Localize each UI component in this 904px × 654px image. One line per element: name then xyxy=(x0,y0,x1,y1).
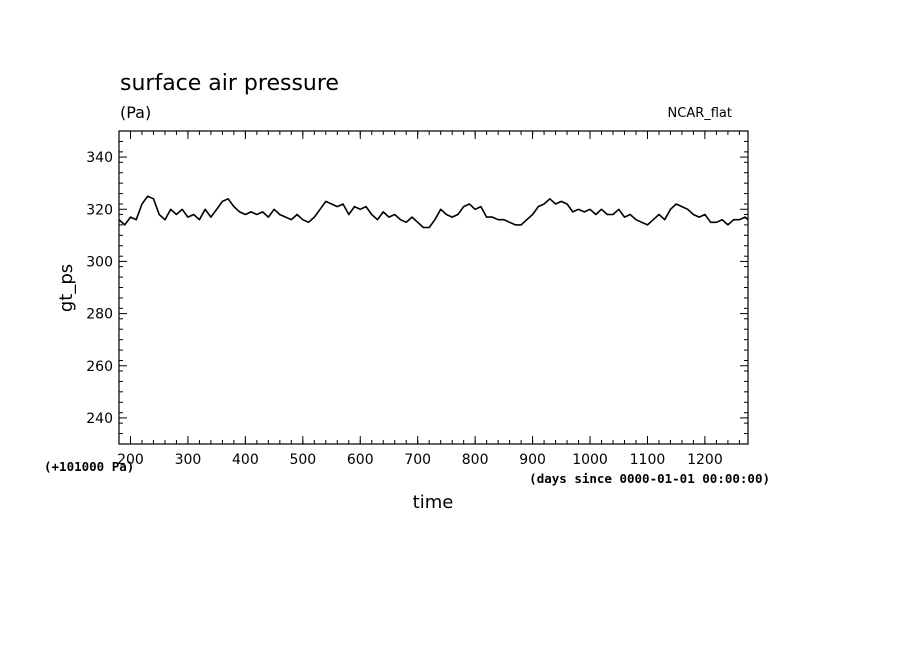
x-tick-label: 200 xyxy=(117,452,144,468)
x-axis-label: time xyxy=(413,492,454,513)
y-tick-labels: 240 260 280 300 320 340 xyxy=(86,150,113,427)
x-unit-note: (days since 0000-01-01 00:00:00) xyxy=(529,471,770,486)
y-tick-label: 240 xyxy=(86,411,113,427)
x-tick-labels: 200 300 400 500 600 700 800 900 1000 1100 1200 xyxy=(117,452,723,468)
y-tick-label: 260 xyxy=(86,359,113,375)
y-tick-label: 320 xyxy=(86,202,113,218)
x-tick-label: 800 xyxy=(462,452,489,468)
model-tag: NCAR_flat xyxy=(668,106,732,121)
y-axis xyxy=(119,130,748,445)
plot-frame xyxy=(118,130,749,445)
x-axis xyxy=(118,131,740,444)
series-line xyxy=(118,195,749,229)
x-tick-label: 700 xyxy=(404,452,431,468)
y-tick-label: 280 xyxy=(86,307,113,323)
y-offset-note: (+101000 Pa) xyxy=(44,459,134,474)
x-tick-label: 300 xyxy=(175,452,202,468)
x-tick-label: 900 xyxy=(519,452,546,468)
y-tick-label: 300 xyxy=(86,254,113,270)
x-tick-label: 1100 xyxy=(630,452,666,468)
chart-subtitle: (Pa) xyxy=(120,103,151,122)
y-tick-label: 340 xyxy=(86,150,113,166)
x-tick-label: 500 xyxy=(289,452,316,468)
y-axis-label: gt_ps xyxy=(56,264,77,312)
x-tick-label: 1200 xyxy=(687,452,723,468)
x-tick-label: 600 xyxy=(347,452,374,468)
x-tick-label: 400 xyxy=(232,452,259,468)
chart-title: surface air pressure xyxy=(120,71,339,96)
x-tick-label: 1000 xyxy=(572,452,608,468)
